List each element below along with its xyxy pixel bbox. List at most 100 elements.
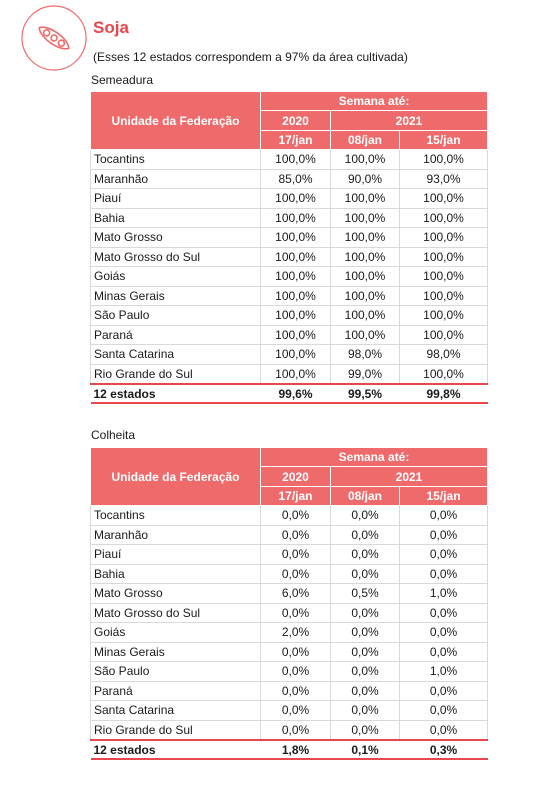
value-cell: 100,0%: [260, 188, 331, 209]
value-cell: 0,0%: [260, 602, 331, 623]
total-value: 0,1%: [330, 739, 400, 760]
week-header: 08/jan: [330, 130, 400, 150]
data-row: Mato Grosso 6,0% 0,5% 1,0%: [90, 583, 489, 604]
header-row: 17/jan 08/jan 15/jan: [91, 130, 489, 150]
year-header: 2021: [329, 110, 489, 131]
state-cell: Mato Grosso: [90, 583, 261, 604]
data-row: Piauí 100,0% 100,0% 100,0%: [90, 188, 489, 209]
data-row: Santa Catarina 0,0% 0,0% 0,0%: [90, 700, 489, 721]
state-cell: Mato Grosso do Sul: [90, 246, 261, 267]
data-table: Unidade da Federação Semana até: 2020 2021 1…: [90, 91, 489, 404]
value-cell: 98,0%: [330, 344, 400, 365]
value-cell: 0,0%: [260, 563, 331, 584]
year-header: 2021: [329, 466, 489, 487]
value-cell: 0,0%: [398, 719, 489, 741]
header-row: 2020 2021: [91, 110, 489, 131]
state-cell: Maranhão: [90, 168, 261, 189]
data-row: Goiás 2,0% 0,0% 0,0%: [90, 622, 489, 643]
value-cell: 100,0%: [260, 285, 331, 306]
state-cell: Bahia: [90, 207, 261, 228]
state-cell: Paraná: [90, 324, 261, 345]
data-row: Piauí 0,0% 0,0% 0,0%: [90, 544, 489, 565]
state-cell: Goiás: [90, 266, 261, 287]
value-cell: 0,0%: [260, 524, 331, 545]
table-caption: Semeadura: [91, 73, 154, 87]
value-cell: 100,0%: [330, 227, 400, 248]
value-cell: 0,0%: [330, 661, 400, 682]
data-row: Minas Gerais 0,0% 0,0% 0,0%: [90, 641, 489, 662]
value-cell: 100,0%: [330, 246, 400, 267]
data-row: São Paulo 0,0% 0,0% 1,0%: [90, 661, 489, 682]
data-row: Mato Grosso do Sul 100,0% 100,0% 100,0%: [90, 246, 489, 267]
value-cell: 0,0%: [398, 563, 489, 584]
state-cell: São Paulo: [90, 305, 261, 326]
state-cell: Santa Catarina: [90, 344, 261, 365]
value-cell: 0,0%: [260, 544, 331, 565]
value-cell: 100,0%: [260, 363, 331, 385]
group-header: Semana até:: [259, 447, 489, 467]
value-cell: 0,0%: [330, 622, 400, 643]
value-cell: 100,0%: [330, 285, 400, 306]
data-row: Rio Grande do Sul 0,0% 0,0% 0,0%: [90, 719, 489, 741]
value-cell: 100,0%: [398, 285, 489, 306]
value-cell: 0,0%: [260, 505, 331, 526]
state-cell: Santa Catarina: [90, 700, 261, 721]
value-cell: 100,0%: [330, 188, 400, 209]
value-cell: 1,0%: [398, 583, 489, 604]
value-cell: 100,0%: [260, 305, 331, 326]
total-value: 99,6%: [260, 383, 331, 404]
value-cell: 100,0%: [260, 207, 331, 228]
data-row: Rio Grande do Sul 100,0% 99,0% 100,0%: [90, 363, 489, 385]
value-cell: 99,0%: [330, 363, 400, 385]
value-cell: 0,5%: [330, 583, 400, 604]
total-value: 0,3%: [399, 739, 488, 760]
state-cell: Piauí: [90, 188, 261, 209]
value-cell: 100,0%: [330, 149, 400, 170]
total-value: 1,8%: [260, 739, 331, 760]
data-row: Maranhão 0,0% 0,0% 0,0%: [90, 524, 489, 545]
state-cell: Tocantins: [90, 149, 261, 170]
week-header: 15/jan: [398, 130, 489, 150]
value-cell: 100,0%: [398, 227, 489, 248]
value-cell: 0,0%: [398, 622, 489, 643]
total-label: 12 estados: [90, 383, 261, 404]
data-row: Minas Gerais 100,0% 100,0% 100,0%: [90, 285, 489, 306]
value-cell: 0,0%: [398, 602, 489, 623]
data-row: Maranhão 85,0% 90,0% 93,0%: [90, 168, 489, 189]
data-row: Paraná 0,0% 0,0% 0,0%: [90, 680, 489, 701]
state-cell: Mato Grosso: [90, 227, 261, 248]
data-table: Unidade da Federação Semana até: 2020 2021 1…: [90, 447, 489, 760]
state-cell: Tocantins: [90, 505, 261, 526]
value-cell: 2,0%: [260, 622, 331, 643]
value-cell: 100,0%: [398, 363, 489, 385]
value-cell: 0,0%: [398, 524, 489, 545]
state-cell: Piauí: [90, 544, 261, 565]
data-row: Paraná 100,0% 100,0% 100,0%: [90, 324, 489, 345]
value-cell: 0,0%: [398, 641, 489, 662]
value-cell: 0,0%: [330, 563, 400, 584]
value-cell: 0,0%: [330, 544, 400, 565]
value-cell: 98,0%: [398, 344, 489, 365]
value-cell: 100,0%: [398, 246, 489, 267]
group-header: Semana até:: [259, 91, 489, 111]
value-cell: 93,0%: [398, 168, 489, 189]
value-cell: 85,0%: [260, 168, 331, 189]
value-cell: 100,0%: [260, 266, 331, 287]
value-cell: 100,0%: [330, 207, 400, 228]
value-cell: 0,0%: [260, 700, 331, 721]
data-row: Mato Grosso 100,0% 100,0% 100,0%: [90, 227, 489, 248]
value-cell: 100,0%: [260, 246, 331, 267]
value-cell: 0,0%: [260, 641, 331, 662]
value-cell: 0,0%: [398, 700, 489, 721]
value-cell: 100,0%: [260, 227, 331, 248]
year-header: 2020: [260, 110, 331, 131]
value-cell: 0,0%: [330, 680, 400, 701]
value-cell: 100,0%: [260, 344, 331, 365]
week-header: 08/jan: [330, 486, 400, 506]
data-row: Bahia 100,0% 100,0% 100,0%: [90, 207, 489, 228]
value-cell: 0,0%: [330, 719, 400, 741]
value-cell: 0,0%: [330, 700, 400, 721]
column-header: Unidade da Federação: [90, 447, 261, 506]
data-row: Bahia 0,0% 0,0% 0,0%: [90, 563, 489, 584]
week-header: 17/jan: [260, 486, 331, 506]
